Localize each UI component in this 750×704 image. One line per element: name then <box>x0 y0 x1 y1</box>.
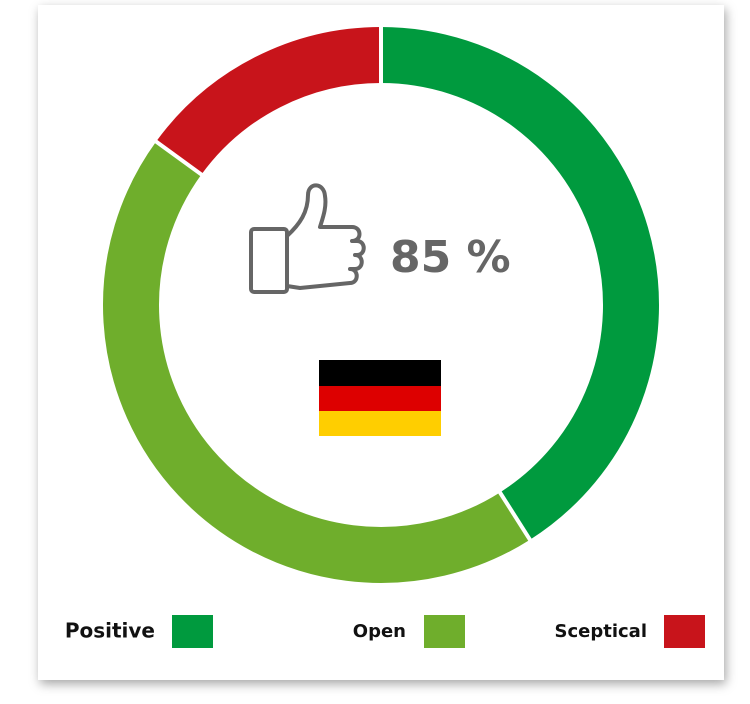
center-label: 85 % <box>390 232 511 283</box>
donut-segment <box>380 27 659 540</box>
german-flag <box>319 360 441 436</box>
legend-swatch <box>664 615 705 648</box>
legend-label: Positive <box>65 619 155 643</box>
segment-gap <box>153 138 205 178</box>
legend-label: Open <box>353 621 406 642</box>
donut-segment <box>156 27 382 175</box>
legend-swatch <box>172 615 213 648</box>
donut-segment <box>103 141 530 583</box>
legend-label: Sceptical <box>555 621 648 642</box>
segment-gap <box>497 489 533 543</box>
thumbs-up-icon <box>249 183 366 294</box>
legend-swatch <box>424 615 465 648</box>
